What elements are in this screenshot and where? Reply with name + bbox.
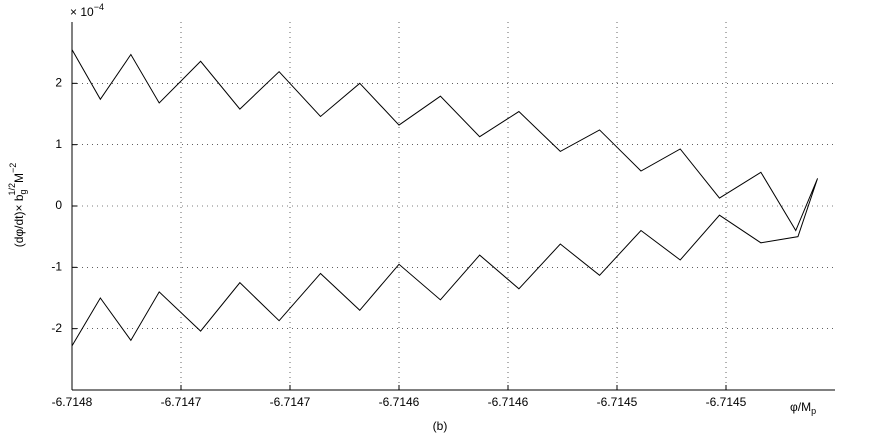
x-tick-label: -6.7146: [379, 395, 420, 409]
y-tick-label: -2: [51, 321, 62, 335]
x-tick-label: -6.7146: [488, 395, 529, 409]
y-scale: × 10−4: [70, 2, 104, 19]
y-tick-label: 2: [55, 76, 62, 90]
y-tick-label: -1: [51, 260, 62, 274]
y-axis-label: (dφ/dt)× bg1/2M−2: [7, 163, 28, 248]
x-axis-label: φ/Mp: [790, 400, 816, 416]
y-tick-label: 0: [55, 198, 62, 212]
data-line: [71, 49, 819, 347]
caption: (b): [433, 419, 448, 433]
y-tick-label: 1: [55, 137, 62, 151]
x-tick-label: -6.7147: [161, 395, 202, 409]
y-scale-base: × 10: [70, 5, 94, 19]
x-label-main: φ/M: [790, 400, 811, 414]
y-label-sub: g: [18, 189, 28, 194]
x-tick-label: -6.7145: [597, 395, 638, 409]
x-tick-label: -6.7147: [270, 395, 311, 409]
y-label-sup: 1/2: [7, 183, 17, 196]
y-label-unit: M: [12, 173, 26, 183]
y-label-unit-sup: −2: [8, 163, 18, 173]
x-tick-label: -6.7148: [52, 395, 93, 409]
y-label-main: (dφ/dt)× b: [12, 194, 26, 247]
y-scale-exponent: −4: [94, 2, 104, 12]
x-label-sub: p: [811, 406, 816, 416]
x-tick-label: -6.7145: [706, 395, 747, 409]
